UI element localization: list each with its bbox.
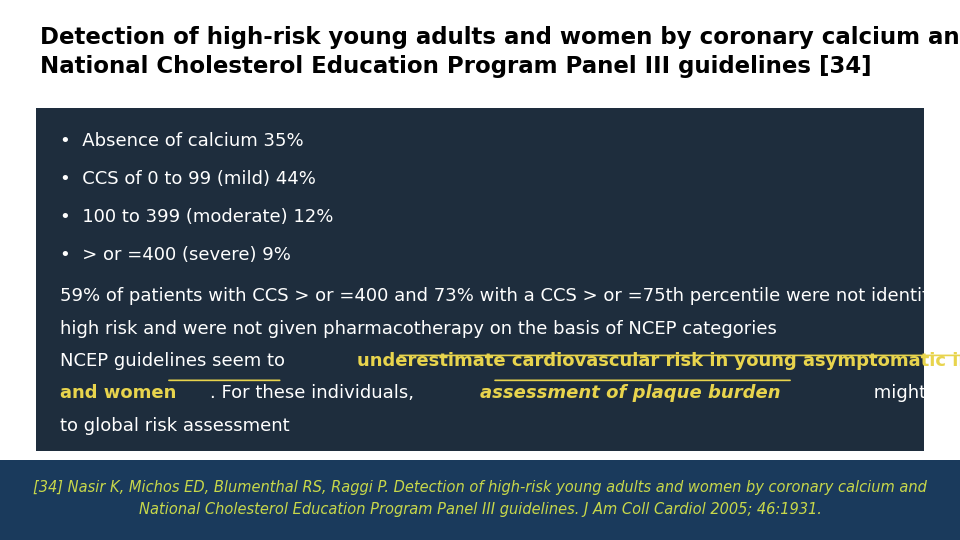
- Text: to global risk assessment: to global risk assessment: [60, 417, 289, 435]
- Text: underestimate cardiovascular risk in young asymptomatic individuals: underestimate cardiovascular risk in you…: [357, 352, 960, 370]
- FancyBboxPatch shape: [0, 460, 960, 540]
- Text: •  > or =400 (severe) 9%: • > or =400 (severe) 9%: [60, 246, 290, 264]
- Text: might provide incremental value: might provide incremental value: [868, 384, 960, 402]
- Text: high risk and were not given pharmacotherapy on the basis of NCEP categories: high risk and were not given pharmacothe…: [60, 320, 777, 338]
- Text: assessment of plaque burden: assessment of plaque burden: [480, 384, 780, 402]
- Text: NCEP guidelines seem to: NCEP guidelines seem to: [60, 352, 290, 370]
- Text: •  CCS of 0 to 99 (mild) 44%: • CCS of 0 to 99 (mild) 44%: [60, 170, 316, 188]
- Text: and women: and women: [60, 384, 176, 402]
- Text: . For these individuals,: . For these individuals,: [209, 384, 420, 402]
- Text: 59% of patients with CCS > or =400 and 73% with a CCS > or =75th percentile were: 59% of patients with CCS > or =400 and 7…: [60, 287, 960, 305]
- Text: •  Absence of calcium 35%: • Absence of calcium 35%: [60, 132, 303, 150]
- FancyBboxPatch shape: [36, 108, 924, 451]
- Text: Detection of high-risk young adults and women by coronary calcium and
National C: Detection of high-risk young adults and …: [40, 26, 960, 78]
- Text: •  100 to 399 (moderate) 12%: • 100 to 399 (moderate) 12%: [60, 208, 333, 226]
- Text: [34] Nasir K, Michos ED, Blumenthal RS, Raggi P. Detection of high-risk young ad: [34] Nasir K, Michos ED, Blumenthal RS, …: [33, 480, 927, 517]
